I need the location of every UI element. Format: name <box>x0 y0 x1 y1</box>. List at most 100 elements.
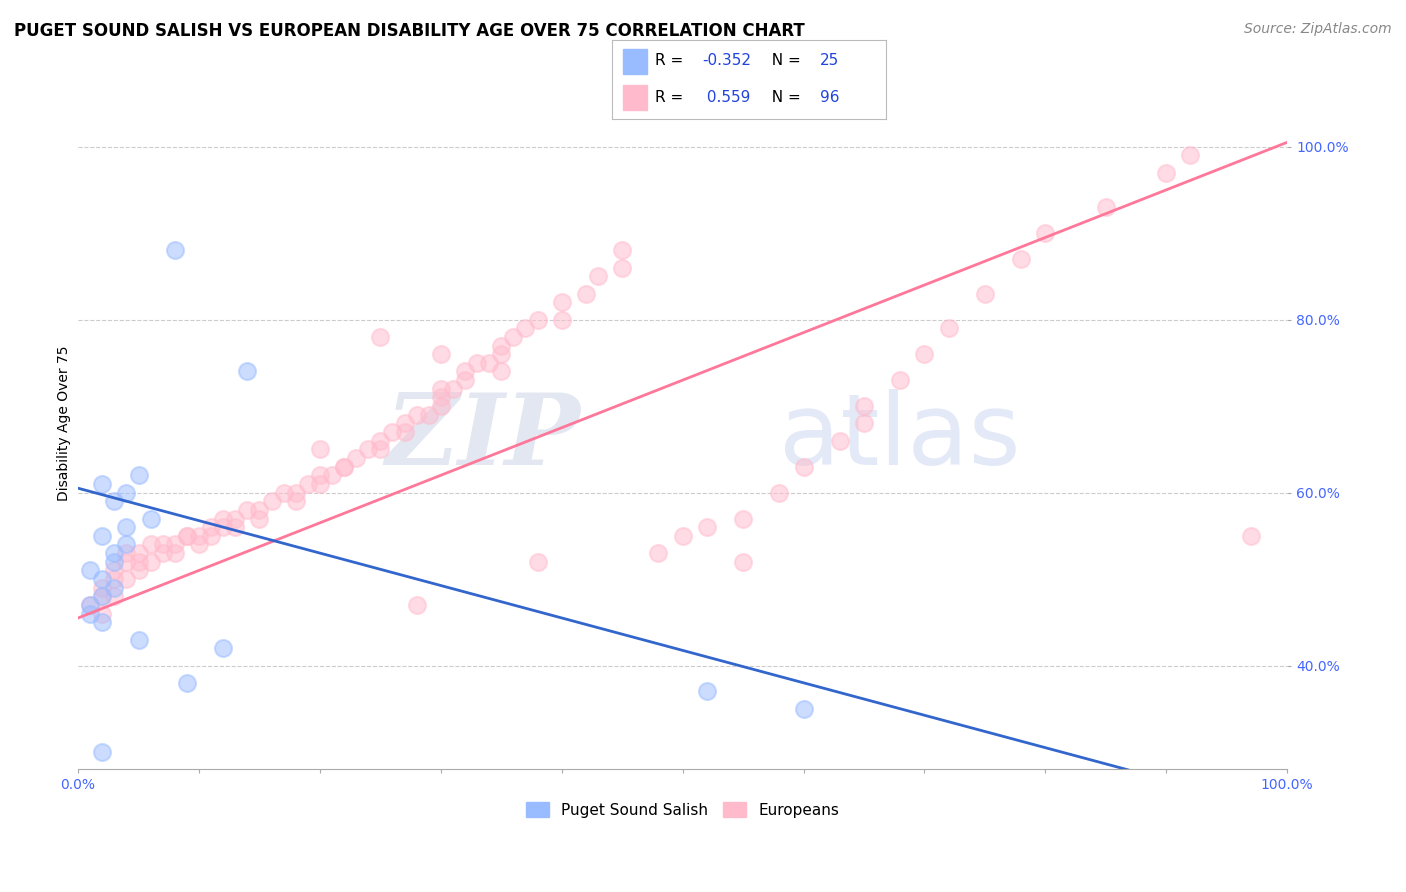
Point <box>853 399 876 413</box>
Text: 96: 96 <box>820 90 839 105</box>
Point <box>103 563 125 577</box>
Point <box>79 563 101 577</box>
Point <box>115 572 138 586</box>
Point <box>115 485 138 500</box>
Point <box>1094 200 1116 214</box>
Point <box>212 511 235 525</box>
Point <box>91 615 114 630</box>
Point <box>370 434 392 448</box>
Point <box>79 607 101 621</box>
Point <box>128 468 150 483</box>
Point <box>551 312 574 326</box>
Point <box>696 684 718 698</box>
Point <box>454 373 477 387</box>
Point <box>297 476 319 491</box>
Point <box>405 408 427 422</box>
Point <box>176 529 198 543</box>
Point <box>309 476 332 491</box>
Point <box>273 485 295 500</box>
Point <box>321 468 343 483</box>
Point <box>91 581 114 595</box>
Point <box>828 434 851 448</box>
Point <box>284 485 307 500</box>
Point <box>1154 165 1177 179</box>
Point <box>394 425 416 439</box>
Point <box>430 399 453 413</box>
Point <box>733 511 755 525</box>
Point <box>647 546 669 560</box>
Point <box>91 572 114 586</box>
Point <box>333 459 356 474</box>
Bar <box>623 49 647 74</box>
Point <box>465 356 488 370</box>
Point <box>139 555 162 569</box>
Point <box>260 494 283 508</box>
Point <box>139 537 162 551</box>
Point <box>128 632 150 647</box>
Point <box>103 581 125 595</box>
Point <box>586 269 609 284</box>
Text: N =: N = <box>762 90 806 105</box>
Point <box>139 511 162 525</box>
Point <box>418 408 440 422</box>
Point <box>212 641 235 656</box>
Point <box>224 520 246 534</box>
Point <box>1240 529 1263 543</box>
Point <box>1180 148 1202 162</box>
Text: Source: ZipAtlas.com: Source: ZipAtlas.com <box>1244 22 1392 37</box>
Point <box>249 511 271 525</box>
Point <box>430 347 453 361</box>
Point <box>515 321 537 335</box>
Point <box>115 537 138 551</box>
Point <box>128 555 150 569</box>
Text: N =: N = <box>762 54 806 69</box>
Point <box>309 442 332 457</box>
Point <box>575 286 598 301</box>
Point <box>1033 226 1056 240</box>
Point <box>115 546 138 560</box>
Point <box>1010 252 1032 266</box>
Point <box>551 295 574 310</box>
Point <box>91 590 114 604</box>
Point <box>405 598 427 612</box>
Point <box>103 546 125 560</box>
Point <box>974 286 997 301</box>
Point <box>526 312 548 326</box>
Point <box>526 555 548 569</box>
Point <box>491 364 513 378</box>
Point <box>370 330 392 344</box>
Point <box>344 450 367 465</box>
Point <box>79 598 101 612</box>
Point <box>115 555 138 569</box>
Point <box>793 459 815 474</box>
Text: 25: 25 <box>820 54 839 69</box>
Point <box>163 546 186 560</box>
Point <box>91 590 114 604</box>
Point <box>853 417 876 431</box>
Text: R =: R = <box>655 90 689 105</box>
Text: ZIP: ZIP <box>385 389 579 485</box>
Point <box>128 563 150 577</box>
Point <box>793 702 815 716</box>
Point <box>103 555 125 569</box>
Text: atlas: atlas <box>779 389 1021 486</box>
Point <box>176 529 198 543</box>
Point <box>889 373 911 387</box>
Point <box>188 529 211 543</box>
Point <box>128 546 150 560</box>
Point <box>236 503 259 517</box>
Point <box>733 555 755 569</box>
Point <box>357 442 380 457</box>
Point <box>478 356 501 370</box>
Bar <box>623 85 647 110</box>
Point <box>430 391 453 405</box>
Text: 0.559: 0.559 <box>702 90 751 105</box>
Text: R =: R = <box>655 54 689 69</box>
Point <box>430 382 453 396</box>
Point <box>249 503 271 517</box>
Point <box>914 347 936 361</box>
Point <box>696 520 718 534</box>
Point <box>491 338 513 352</box>
Point <box>236 364 259 378</box>
Point <box>309 468 332 483</box>
